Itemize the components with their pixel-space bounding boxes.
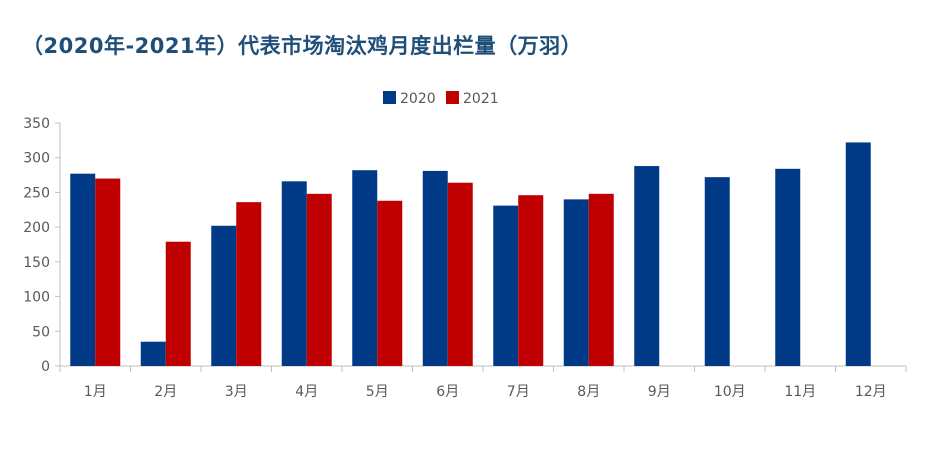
x-tick-label: 9月 <box>648 384 671 400</box>
x-tick-label: 2月 <box>154 384 177 400</box>
legend-label-2020: 2020 <box>400 91 436 107</box>
bar-2020-7 <box>493 205 519 366</box>
legend-swatch-2020 <box>383 91 396 104</box>
bar-2020-6 <box>422 170 448 366</box>
bar-2021-2 <box>165 241 191 366</box>
y-tick-label: 300 <box>23 151 50 167</box>
y-tick-label: 350 <box>23 116 50 132</box>
x-tick-label: 10月 <box>714 384 746 400</box>
y-tick-label: 100 <box>23 290 50 306</box>
y-tick-label: 250 <box>23 185 50 201</box>
bar-2021-3 <box>236 202 262 366</box>
y-tick-label: 0 <box>41 359 50 375</box>
bar-2020-9 <box>634 166 660 366</box>
chart-title: （2020年-2021年）代表市场淘汰鸡月度出栏量（万羽） <box>22 34 583 58</box>
x-tick-label: 8月 <box>577 384 600 400</box>
bar-2020-10 <box>704 177 730 366</box>
x-tick-label: 4月 <box>295 384 318 400</box>
x-tick-label: 7月 <box>507 384 530 400</box>
bar-2020-5 <box>352 170 378 366</box>
bar-2020-11 <box>775 168 801 366</box>
bar-2021-4 <box>306 193 332 366</box>
x-tick-label: 1月 <box>84 384 107 400</box>
y-tick-label: 150 <box>23 255 50 271</box>
bar-2021-6 <box>447 182 473 366</box>
bar-2020-8 <box>563 199 589 366</box>
bar-2021-5 <box>377 200 403 366</box>
bar-2020-12 <box>845 142 871 366</box>
x-tick-label: 11月 <box>784 384 816 400</box>
legend-swatch-2021 <box>446 91 459 104</box>
bar-2021-7 <box>518 195 544 366</box>
legend-label-2021: 2021 <box>463 91 499 107</box>
x-tick-label: 6月 <box>436 384 459 400</box>
y-tick-label: 50 <box>32 324 50 340</box>
x-tick-label: 5月 <box>366 384 389 400</box>
x-tick-label: 12月 <box>855 384 887 400</box>
y-tick-label: 200 <box>23 220 50 236</box>
bar-2020-2 <box>140 341 166 366</box>
bar-2020-4 <box>281 181 307 366</box>
bar-2020-1 <box>70 173 96 366</box>
bar-2020-3 <box>211 225 237 366</box>
x-tick-label: 3月 <box>225 384 248 400</box>
bar-2021-1 <box>95 178 121 366</box>
bar-2021-8 <box>588 193 614 366</box>
